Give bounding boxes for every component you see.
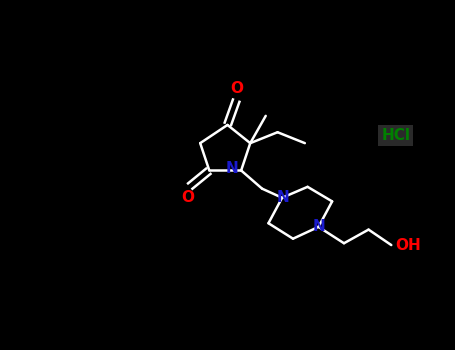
Text: N: N [226, 161, 238, 176]
Text: N: N [313, 219, 326, 234]
Text: HCl: HCl [381, 128, 410, 143]
Text: O: O [230, 81, 243, 96]
Text: N: N [277, 190, 289, 205]
Text: OH: OH [395, 238, 421, 253]
Text: O: O [181, 190, 194, 205]
